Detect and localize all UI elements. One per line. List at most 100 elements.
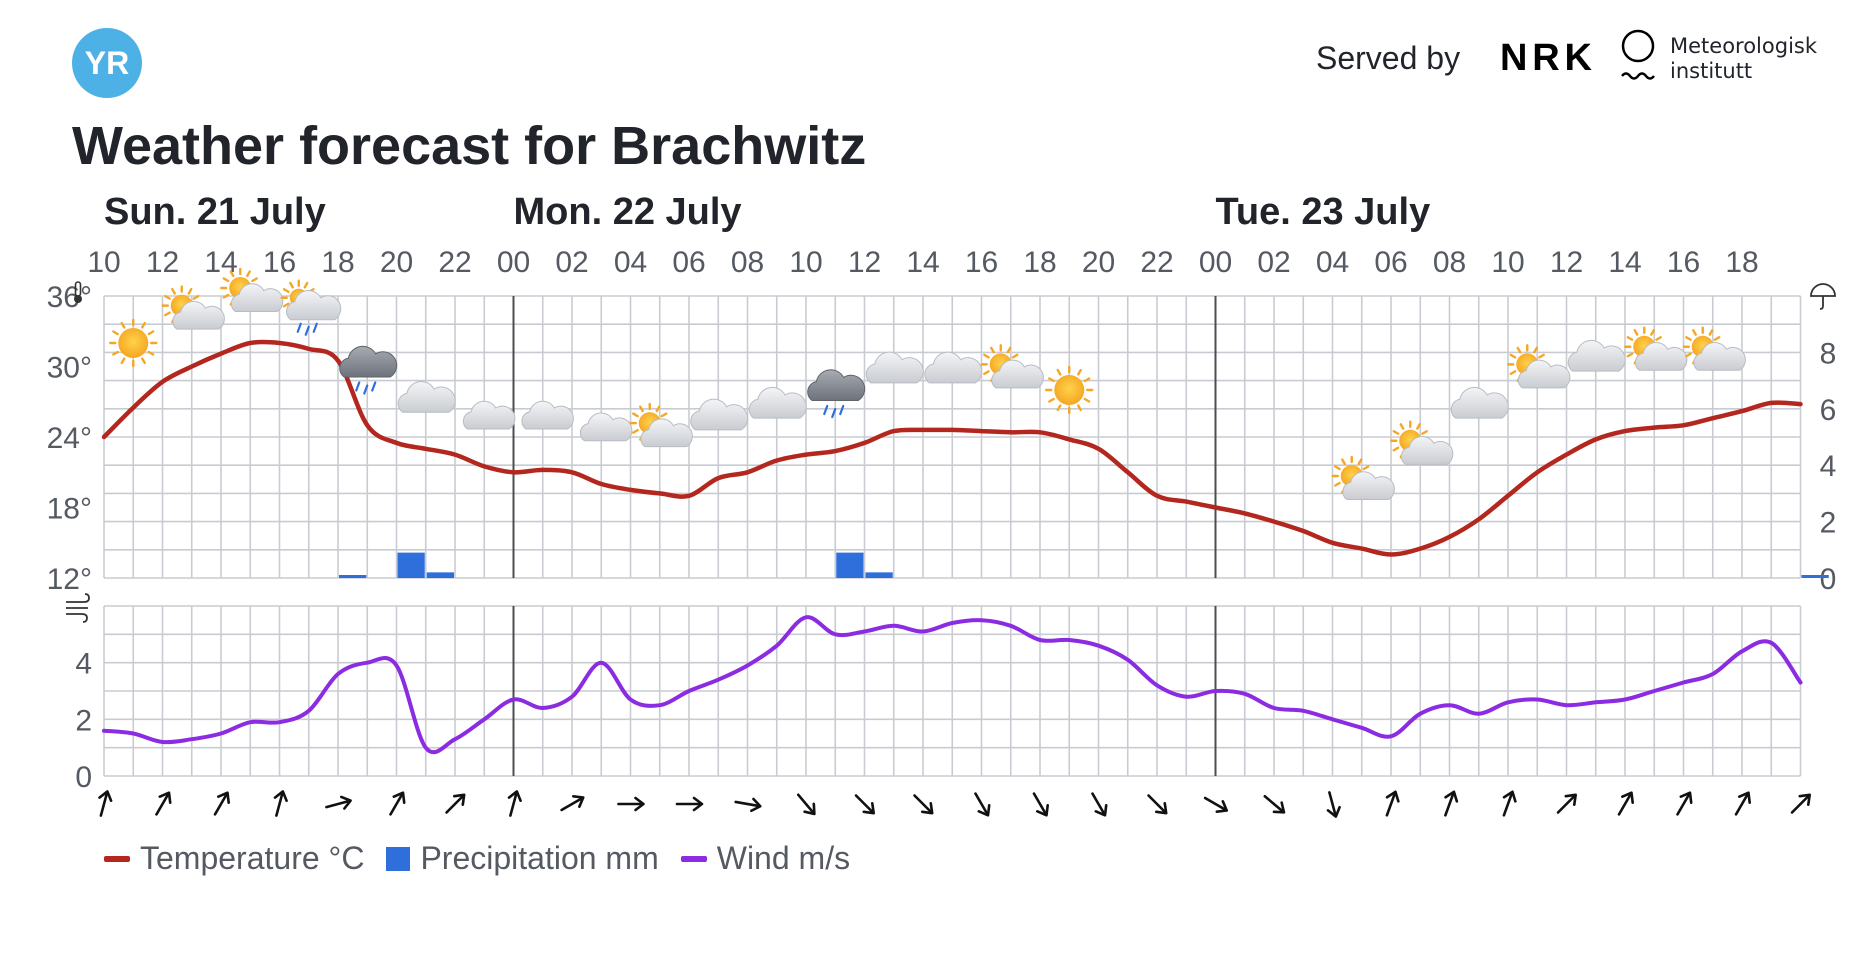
precipitation-tick-label: 6	[1820, 394, 1837, 427]
arrow-head	[920, 801, 934, 815]
sun-ray	[1083, 377, 1091, 383]
hour-tick-label: 14	[906, 246, 939, 279]
arrow-head	[1036, 804, 1049, 817]
arrow-shaft	[1328, 791, 1337, 817]
hour-tick-label: 12	[848, 246, 881, 279]
wind-direction-arrow-icon	[1385, 790, 1400, 817]
arrow-shaft	[155, 792, 170, 816]
sun-ray	[251, 277, 258, 283]
precipitation-bar	[865, 572, 893, 578]
sun-ray	[1538, 353, 1545, 359]
legend-item: Precipitation mm	[386, 840, 659, 877]
wind-direction-arrow-icon	[1091, 792, 1108, 817]
wind-icon	[66, 593, 90, 623]
moon-icon	[1119, 399, 1134, 428]
sun-ray	[1048, 397, 1055, 403]
sun-ray	[141, 357, 146, 365]
precipitation-bar	[397, 552, 425, 578]
moon-shape	[1294, 452, 1309, 481]
arrow-shaft	[796, 793, 816, 815]
arrow-shaft	[1617, 792, 1633, 816]
wind-direction-arrow-icon	[734, 797, 762, 813]
cloud-shape	[172, 300, 225, 330]
cloud-shape	[690, 398, 749, 431]
temperature-tick-label: 12°	[47, 563, 92, 596]
legend-item: Wind m/s	[680, 840, 851, 877]
sun-ray	[192, 294, 200, 300]
sun-ray	[1334, 481, 1341, 487]
yr-logo-text: YR	[85, 45, 129, 81]
cloud-shape	[1693, 341, 1746, 371]
partly-cloudy-sun-icon	[220, 267, 284, 312]
arrow-head	[273, 790, 288, 803]
legend-label: Precipitation mm	[420, 840, 659, 876]
sun-ray	[1692, 329, 1697, 336]
wind-direction-arrow-icon	[1203, 796, 1229, 813]
sun-icon	[1045, 365, 1094, 415]
moon-shape	[1119, 399, 1134, 428]
day-labels: Sun. 21 July Mon. 22 July Tue. 23 July	[104, 191, 1430, 233]
cloud-shape	[1400, 435, 1454, 465]
hour-tick-labels: 10 12 14 16 18 20 22 00 02 04 06 08 10 12 14 16 18 20 22 00…	[87, 246, 1758, 279]
rain-drop	[355, 381, 361, 392]
arrow-head	[803, 802, 816, 816]
partly-cloudy-moon-icon	[579, 405, 633, 442]
rain-drop	[371, 381, 377, 392]
cloud-shape	[748, 386, 807, 419]
arrow-head	[98, 790, 113, 803]
axis-tick-labels: 36° 30° 24° 18° 12° 8 6 4 2 0 4 2 0	[47, 281, 1837, 794]
nrk-logo-text: NRK	[1500, 38, 1593, 74]
arrow-shaft	[1203, 796, 1228, 812]
arrow-shaft	[509, 791, 518, 817]
served-by-label: Served by	[1316, 40, 1461, 76]
sun-ray	[187, 287, 193, 295]
sun-ray	[1421, 430, 1428, 435]
hour-tick-label: 18	[1023, 246, 1056, 279]
arrow-head	[862, 801, 875, 815]
wind-direction-arrow-icon	[1147, 794, 1168, 815]
partly-cloudy-sun-icon	[629, 402, 693, 448]
sun-ray	[1655, 336, 1662, 341]
sun-ray	[1650, 329, 1655, 336]
arrow-shaft	[974, 792, 989, 816]
sun-ray	[632, 412, 639, 418]
arrow-head	[572, 795, 585, 808]
legend-swatch	[386, 846, 411, 871]
sun-disc	[1054, 375, 1085, 405]
day-label: Sun. 21 July	[104, 191, 326, 233]
sun-ray	[1533, 346, 1538, 354]
arrow-head	[1385, 790, 1400, 803]
hour-tick-label: 16	[263, 246, 296, 279]
met-name-line-1: Meteorologisk	[1670, 34, 1818, 58]
arrow-head	[1621, 791, 1634, 804]
cloud-icon	[924, 351, 983, 384]
hour-tick-label: 06	[672, 246, 705, 279]
temperature-line	[101, 339, 1803, 557]
wind-direction-arrow-icon	[273, 790, 288, 817]
hour-tick-label: 18	[321, 246, 354, 279]
wind-direction-arrow-icon	[675, 796, 704, 812]
cloud-shape	[286, 290, 342, 321]
arrow-shaft	[445, 794, 465, 814]
sun-ray	[990, 346, 995, 354]
arrow-head	[1326, 805, 1341, 818]
sun-ray	[120, 321, 126, 329]
rain-drop	[296, 322, 302, 333]
rain-drop	[363, 384, 369, 395]
arrow-shaft	[1556, 794, 1577, 814]
temperature-tick-label: 36°	[47, 281, 92, 314]
temperature-tick-label: 30°	[47, 352, 92, 385]
wind-direction-arrow-icon	[1326, 791, 1341, 818]
wind-series	[102, 615, 1803, 755]
sun-ray	[112, 350, 119, 356]
sun-ray	[1708, 329, 1714, 336]
arrow-head	[977, 804, 991, 817]
rain-drop	[304, 325, 310, 336]
arrow-head	[1272, 801, 1286, 814]
sun-ray	[282, 288, 290, 293]
arrow-head	[1679, 791, 1693, 804]
legend-label: Wind m/s	[716, 840, 851, 876]
wind-direction-arrow-icon	[389, 791, 406, 816]
hour-tick-label: 18	[1725, 246, 1758, 279]
page-title: Weather forecast for Brachwitz	[72, 116, 867, 176]
